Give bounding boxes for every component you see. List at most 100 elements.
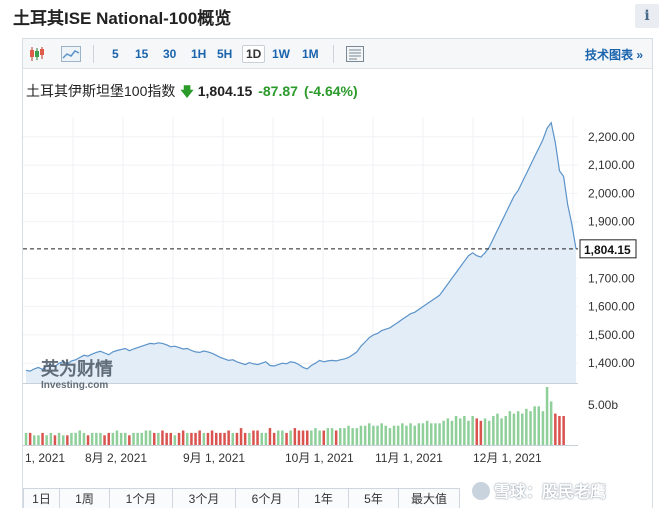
volume-bar [438, 423, 441, 446]
volume-bar [239, 428, 243, 445]
period-tab-5[interactable]: 1年 [298, 488, 348, 508]
volume-bar [368, 423, 371, 446]
volume-bar [558, 416, 561, 445]
volume-bar [388, 428, 392, 445]
range-1h[interactable]: 1H [191, 47, 207, 61]
range-15[interactable]: 15 [135, 47, 149, 61]
volume-bar [359, 425, 363, 445]
area-chart-icon[interactable] [59, 43, 83, 65]
volume-bar [231, 432, 234, 445]
volume-bar [508, 411, 512, 445]
period-tab-4[interactable]: 6个月 [235, 488, 298, 508]
quote-header: 土耳其伊斯坦堡100指数 🡇 1,804.15 -87.87 (-4.64%) [26, 81, 358, 105]
volume-bar [66, 435, 69, 445]
period-tab-7[interactable]: 最大值 [398, 488, 460, 508]
volume-bar [148, 430, 152, 445]
volume-bar [99, 432, 102, 445]
volume-bar [318, 430, 321, 445]
y-tick-label: 1,400.00 [588, 356, 635, 370]
volume-bar [467, 420, 470, 445]
current-value-box [579, 239, 637, 259]
volume-bar [417, 423, 421, 446]
price-area [26, 122, 576, 383]
volume-bar [330, 428, 334, 445]
volume-bar [446, 418, 450, 445]
volume-bar [562, 416, 565, 445]
volume-bar [132, 432, 135, 445]
index-name: 土耳其伊斯坦堡100指数 [26, 83, 176, 99]
volume-bar [409, 423, 412, 446]
volume-bar [260, 432, 263, 445]
period-tab-0[interactable]: 1日 [23, 488, 59, 508]
volume-bar [268, 428, 272, 445]
volume-bar [430, 423, 433, 446]
price-line [25, 121, 577, 372]
period-tab-2[interactable]: 1个月 [109, 488, 172, 508]
volume-bar [252, 430, 255, 445]
period-tab-6[interactable]: 5年 [348, 488, 398, 508]
volume-bar [165, 432, 168, 445]
volume-bar [223, 432, 226, 445]
volume-bar [326, 428, 330, 445]
period-tab-1[interactable]: 1周 [59, 488, 109, 508]
volume-bar [186, 432, 189, 445]
volume-bar [57, 432, 61, 445]
technical-chart-link[interactable]: 技术图表 » [584, 48, 643, 62]
volume-bar [525, 408, 528, 446]
volume-bar [521, 413, 524, 445]
volume-bar [210, 430, 214, 445]
range-1d[interactable]: 1D [242, 45, 266, 63]
chart-frame: 5 15 30 1H 5H 1D 1W 1M 技术图表 » 土耳其伊斯坦堡100指数 🡇 1,80… [22, 38, 653, 508]
range-1m[interactable]: 1M [302, 47, 319, 61]
volume-bar [95, 432, 98, 445]
snowball-logo-icon [472, 482, 490, 500]
toolbar-divider [333, 45, 334, 63]
range-1w[interactable]: 1W [272, 47, 290, 61]
volume-bar [549, 401, 553, 445]
x-tick-label: 1, 2021 [25, 451, 65, 465]
volume-bar [90, 432, 94, 445]
volume-bar [314, 428, 317, 445]
volume-bar [372, 425, 375, 445]
volume-bar [479, 420, 483, 445]
volume-bar [376, 425, 379, 445]
candlestick-icon[interactable] [25, 43, 49, 65]
volume-bar [392, 425, 396, 445]
volume-bar [256, 430, 259, 445]
page-title: 土耳其ISE National-100概览 [13, 9, 232, 28]
volume-bar [537, 406, 540, 445]
range-5[interactable]: 5 [112, 47, 119, 61]
volume-bar [483, 418, 487, 445]
volume-bar [70, 432, 73, 445]
price-change-percent: (-4.64%) [303, 83, 358, 99]
volume-bar [289, 430, 292, 445]
volume-bar [140, 432, 143, 445]
volume-bar [24, 432, 28, 445]
volume-bar [401, 423, 404, 446]
range-30[interactable]: 30 [163, 47, 177, 61]
volume-bar [442, 420, 445, 445]
volume-bar [107, 432, 110, 445]
volume-bar [285, 432, 288, 445]
volume-bar [45, 435, 48, 445]
volume-bar [306, 430, 309, 445]
volume-bar [49, 432, 53, 445]
volume-bar [264, 432, 268, 445]
settings-panel-icon[interactable] [343, 43, 367, 65]
price-change: -87.87 [258, 83, 298, 99]
volume-bar [53, 435, 57, 445]
volume-bar [434, 423, 437, 446]
price-chart[interactable]: 2,200.00 2,100.00 2,000.00 1,900.00 1,700.00… [23, 117, 654, 489]
volume-bar [215, 432, 218, 445]
volume-bar [334, 430, 338, 445]
period-tab-3[interactable]: 3个月 [172, 488, 235, 508]
y-tick-label: 2,000.00 [588, 186, 635, 200]
volume-bar [281, 430, 284, 445]
volume-bar [86, 435, 90, 445]
volume-bar [37, 435, 40, 445]
info-icon[interactable]: i [635, 4, 659, 28]
range-5h[interactable]: 5H [217, 47, 233, 61]
y-tick-label: 2,100.00 [588, 158, 635, 172]
y-tick-label: 1,700.00 [588, 271, 635, 285]
volume-bar [396, 425, 400, 445]
